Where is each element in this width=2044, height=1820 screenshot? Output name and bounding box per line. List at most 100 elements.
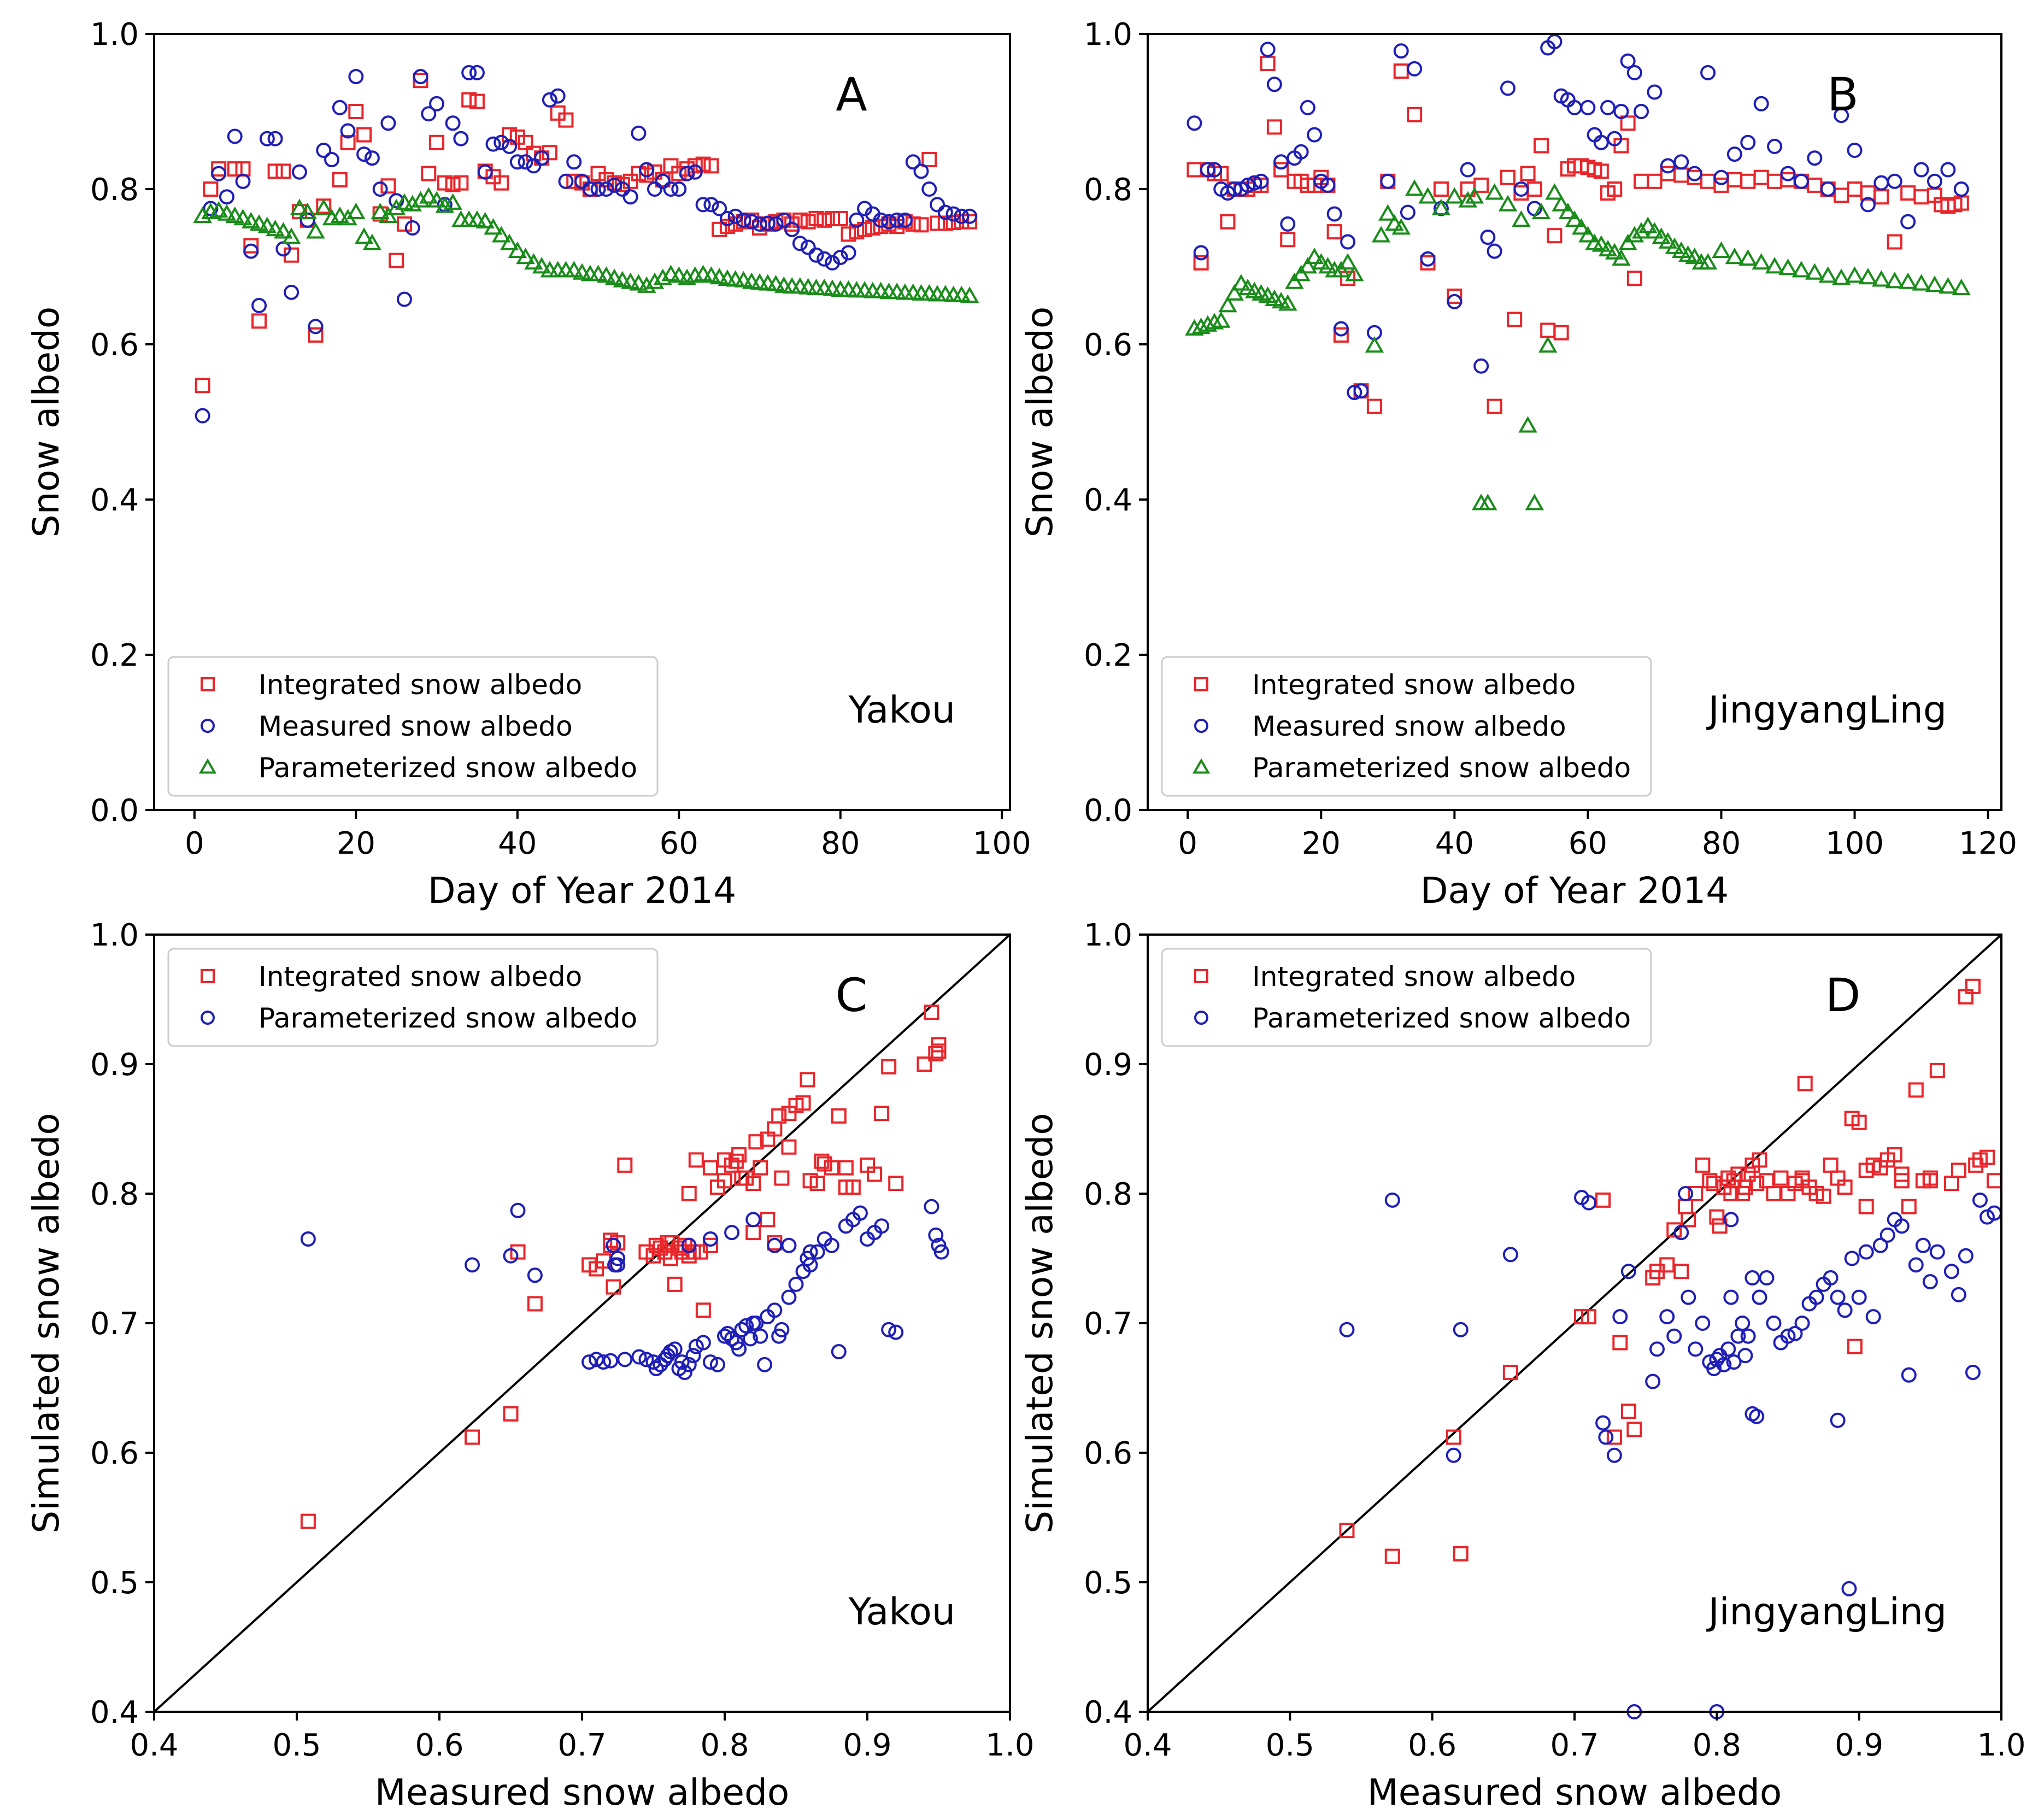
data-point-square xyxy=(1847,1338,1863,1354)
data-point-square xyxy=(695,156,711,172)
data-point-circle xyxy=(413,69,428,85)
data-point-circle xyxy=(1678,1186,1694,1201)
data-point-circle xyxy=(1280,216,1296,232)
data-point-square xyxy=(1326,224,1342,240)
data-point-circle xyxy=(724,1225,740,1241)
data-point-triangle xyxy=(1792,261,1811,278)
data-point-circle xyxy=(1873,175,1889,191)
data-point-triangle xyxy=(653,268,672,285)
data-point-triangle xyxy=(1831,268,1851,285)
data-point-square xyxy=(453,175,469,191)
data-point-square xyxy=(667,1276,683,1292)
data-point-square xyxy=(745,1176,761,1191)
y-tick-label: 1.0 xyxy=(90,918,139,953)
data-point-circle xyxy=(738,1318,754,1334)
data-point-square xyxy=(1706,1176,1722,1191)
data-point-circle xyxy=(235,173,251,189)
data-point-circle xyxy=(1612,1309,1628,1325)
data-point-triangle xyxy=(1925,275,1945,292)
data-point-circle xyxy=(962,208,978,224)
data-point-circle xyxy=(874,1218,890,1234)
data-point-square xyxy=(1384,1548,1400,1564)
data-point-circle xyxy=(582,181,598,197)
data-point-circle xyxy=(1400,204,1415,220)
data-point-triangle xyxy=(1558,202,1578,219)
data-point-square xyxy=(1887,1147,1902,1163)
data-point-square xyxy=(1794,1173,1810,1189)
data-point-square xyxy=(703,158,719,174)
data-point-circle xyxy=(606,1237,621,1253)
y-axis-label: Snow albedo xyxy=(1019,307,1061,538)
data-point-square xyxy=(622,173,638,189)
data-point-triangle xyxy=(1645,222,1664,239)
data-point-circle xyxy=(1666,1328,1682,1344)
data-point-square xyxy=(1851,1114,1867,1130)
data-point-triangle xyxy=(500,233,519,250)
data-point-square xyxy=(1858,1199,1874,1214)
data-point-circle xyxy=(768,216,784,232)
data-point-square xyxy=(753,1160,768,1176)
data-point-circle xyxy=(1965,1365,1981,1381)
data-point-triangle xyxy=(484,218,503,235)
data-point-circle xyxy=(372,181,388,197)
data-point-square xyxy=(845,1179,861,1195)
data-point-square xyxy=(1678,1199,1694,1214)
data-point-triangle xyxy=(1778,259,1798,275)
x-axis-label: Day of Year 2014 xyxy=(1420,870,1729,912)
data-point-circle xyxy=(607,177,622,193)
data-point-circle xyxy=(1600,99,1616,115)
data-point-square xyxy=(841,226,856,242)
data-point-square xyxy=(832,210,848,226)
data-point-circle xyxy=(1647,84,1663,100)
data-point-circle xyxy=(1266,77,1282,92)
data-point-triangle xyxy=(1318,257,1337,274)
data-point-triangle xyxy=(443,193,462,210)
data-point-square xyxy=(1612,1335,1628,1351)
data-point-square xyxy=(1340,271,1356,286)
data-point-square xyxy=(389,253,404,268)
data-point-circle xyxy=(1593,134,1609,150)
data-point-circle xyxy=(1407,61,1423,77)
data-point-triangle xyxy=(1391,218,1411,235)
data-point-circle xyxy=(1929,1244,1945,1260)
data-point-triangle xyxy=(1285,272,1304,289)
y-axis-label: Simulated snow albedo xyxy=(25,1113,67,1534)
legend-entry-label: Integrated snow albedo xyxy=(1252,961,1576,993)
data-point-triangle xyxy=(1231,274,1251,291)
data-point-square xyxy=(1673,167,1689,183)
data-point-square xyxy=(558,112,574,128)
data-point-square xyxy=(503,1406,519,1422)
data-point-square xyxy=(1673,1264,1689,1279)
data-point-circle xyxy=(534,150,550,166)
data-point-circle xyxy=(695,197,711,213)
data-point-circle xyxy=(1740,1328,1756,1344)
data-point-triangle xyxy=(1225,284,1244,301)
data-point-square xyxy=(1447,288,1462,304)
data-point-circle xyxy=(1207,162,1223,178)
data-point-triangle xyxy=(1518,416,1537,433)
data-point-square xyxy=(681,1186,697,1201)
data-point-circle xyxy=(1260,42,1276,57)
data-point-square xyxy=(332,172,348,187)
data-point-circle xyxy=(687,164,703,180)
data-point-circle xyxy=(1726,146,1742,162)
data-point-square xyxy=(795,1095,811,1111)
data-point-square xyxy=(1695,1157,1711,1173)
x-tick-label: 0.9 xyxy=(843,1728,891,1763)
legend-entry-label: Integrated snow albedo xyxy=(1252,669,1576,701)
data-point-triangle xyxy=(427,191,447,208)
legend-marker-circle xyxy=(1194,1011,1208,1025)
data-point-circle xyxy=(663,181,679,197)
data-point-circle xyxy=(1723,1212,1739,1228)
data-point-square xyxy=(1626,1422,1642,1437)
data-point-square xyxy=(1526,181,1542,197)
data-point-triangle xyxy=(386,198,406,215)
data-point-triangle xyxy=(1845,266,1864,283)
data-point-circle xyxy=(1913,162,1929,178)
data-point-circle xyxy=(1830,1412,1846,1428)
data-point-circle xyxy=(1872,1237,1888,1253)
data-point-square xyxy=(731,1147,747,1163)
data-point-triangle xyxy=(597,266,616,283)
data-point-square xyxy=(1951,1163,1966,1178)
data-point-square xyxy=(1507,312,1523,327)
